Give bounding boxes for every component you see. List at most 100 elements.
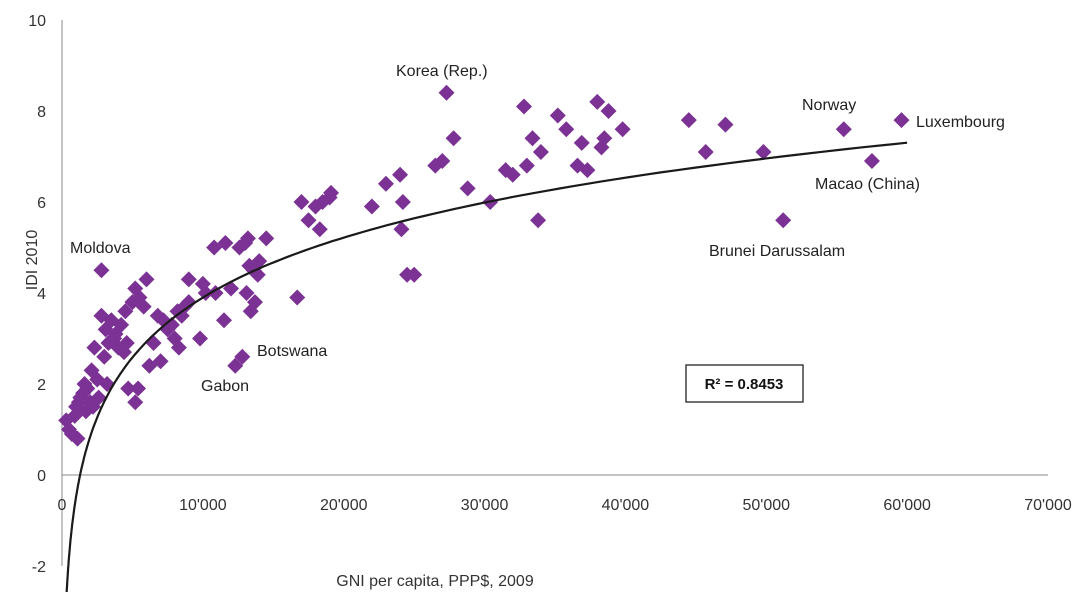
data-point bbox=[377, 175, 394, 192]
annotation-macao: Macao (China) bbox=[815, 176, 920, 193]
data-points bbox=[58, 84, 910, 447]
y-tick-label: -2 bbox=[32, 559, 46, 576]
data-point bbox=[406, 266, 423, 283]
data-point bbox=[239, 230, 256, 247]
y-tick-label: 10 bbox=[28, 13, 46, 30]
data-point bbox=[258, 230, 275, 247]
data-point bbox=[86, 339, 103, 356]
data-point bbox=[459, 180, 476, 197]
x-tick-label: 70'000 bbox=[1024, 497, 1072, 514]
data-point bbox=[69, 430, 86, 447]
data-point bbox=[251, 253, 268, 270]
data-point bbox=[246, 294, 263, 311]
data-point bbox=[589, 93, 606, 110]
data-point bbox=[504, 166, 521, 183]
r-squared-label: R² = 0.8453 bbox=[705, 376, 784, 393]
y-tick-label: 8 bbox=[37, 104, 46, 121]
data-point bbox=[434, 153, 451, 170]
data-point bbox=[120, 380, 137, 397]
y-tick-label: 0 bbox=[37, 468, 46, 485]
data-point bbox=[775, 212, 792, 229]
data-point bbox=[558, 121, 575, 138]
data-point bbox=[549, 107, 566, 124]
data-point bbox=[596, 130, 613, 147]
r-squared-box: R² = 0.8453 bbox=[685, 364, 804, 403]
x-tick-label: 60'000 bbox=[883, 497, 931, 514]
annotation-gabon: Gabon bbox=[201, 378, 249, 395]
data-point bbox=[579, 162, 596, 179]
annotation-brunei: Brunei Darussalam bbox=[709, 243, 845, 260]
data-point bbox=[697, 143, 714, 160]
annotation-botswana: Botswana bbox=[257, 343, 327, 360]
data-point bbox=[445, 130, 462, 147]
data-point bbox=[249, 266, 266, 283]
data-point bbox=[117, 303, 134, 320]
data-point bbox=[573, 134, 590, 151]
data-point bbox=[524, 130, 541, 147]
data-point bbox=[79, 380, 96, 397]
data-point bbox=[300, 212, 317, 229]
data-point bbox=[234, 348, 251, 365]
data-point bbox=[127, 394, 144, 411]
data-point bbox=[680, 112, 697, 129]
data-point bbox=[392, 166, 409, 183]
data-point bbox=[893, 112, 910, 129]
data-point bbox=[532, 143, 549, 160]
x-tick-label: 0 bbox=[58, 497, 67, 514]
data-point bbox=[113, 316, 130, 333]
data-point bbox=[135, 298, 152, 315]
data-point bbox=[217, 234, 234, 251]
x-axis-title: GNI per capita, PPP$, 2009 bbox=[336, 573, 534, 590]
y-tick-label: 6 bbox=[37, 195, 46, 212]
y-tick-label: 4 bbox=[37, 286, 46, 303]
x-tick-label: 10'000 bbox=[179, 497, 227, 514]
y-axis-title: IDI 2010 bbox=[24, 230, 41, 291]
data-point bbox=[90, 389, 107, 406]
data-point bbox=[518, 157, 535, 174]
annotation-korea: Korea (Rep.) bbox=[396, 63, 488, 80]
x-axis: 0 10'000 20'000 30'000 40'000 50'000 60'000 70'… bbox=[58, 474, 1072, 514]
data-point bbox=[755, 143, 772, 160]
data-point bbox=[170, 339, 187, 356]
annotations: Korea (Rep.) Norway Luxembourg Macao (Ch… bbox=[70, 63, 1005, 395]
data-point bbox=[393, 221, 410, 238]
data-point bbox=[227, 357, 244, 374]
data-point bbox=[600, 103, 617, 119]
data-point bbox=[152, 353, 169, 370]
data-point bbox=[96, 348, 113, 365]
x-tick-label: 50'000 bbox=[743, 497, 791, 514]
x-tick-label: 40'000 bbox=[602, 497, 650, 514]
data-point bbox=[238, 285, 255, 301]
r-squared-border bbox=[685, 364, 804, 403]
data-point bbox=[192, 330, 209, 347]
data-point bbox=[180, 294, 197, 311]
data-point bbox=[530, 212, 547, 229]
data-point bbox=[180, 271, 197, 288]
data-point bbox=[717, 116, 734, 133]
annotation-luxembourg: Luxembourg bbox=[916, 114, 1005, 131]
data-point bbox=[289, 289, 306, 306]
data-point bbox=[311, 221, 328, 238]
data-point bbox=[93, 262, 110, 279]
trendline bbox=[65, 141, 908, 592]
data-point bbox=[130, 380, 147, 397]
y-tick-label: 2 bbox=[37, 377, 46, 394]
data-point bbox=[323, 184, 340, 201]
data-point bbox=[516, 98, 533, 115]
data-point bbox=[215, 312, 232, 329]
data-point bbox=[145, 335, 162, 352]
annotation-moldova: Moldova bbox=[70, 240, 131, 257]
y-axis: -2 0 2 4 6 8 10 bbox=[28, 13, 63, 576]
data-point bbox=[363, 198, 380, 215]
y-tick-labels: -2 0 2 4 6 8 10 bbox=[28, 13, 46, 576]
data-point bbox=[394, 194, 411, 210]
data-point bbox=[614, 121, 631, 138]
data-point bbox=[438, 84, 455, 101]
x-tick-labels: 0 10'000 20'000 30'000 40'000 50'000 60'000 70'… bbox=[58, 497, 1072, 514]
x-tick-label: 20'000 bbox=[320, 497, 368, 514]
data-point bbox=[118, 335, 135, 352]
x-tick-label: 30'000 bbox=[461, 497, 509, 514]
annotation-norway: Norway bbox=[802, 97, 856, 114]
data-point bbox=[138, 271, 155, 288]
